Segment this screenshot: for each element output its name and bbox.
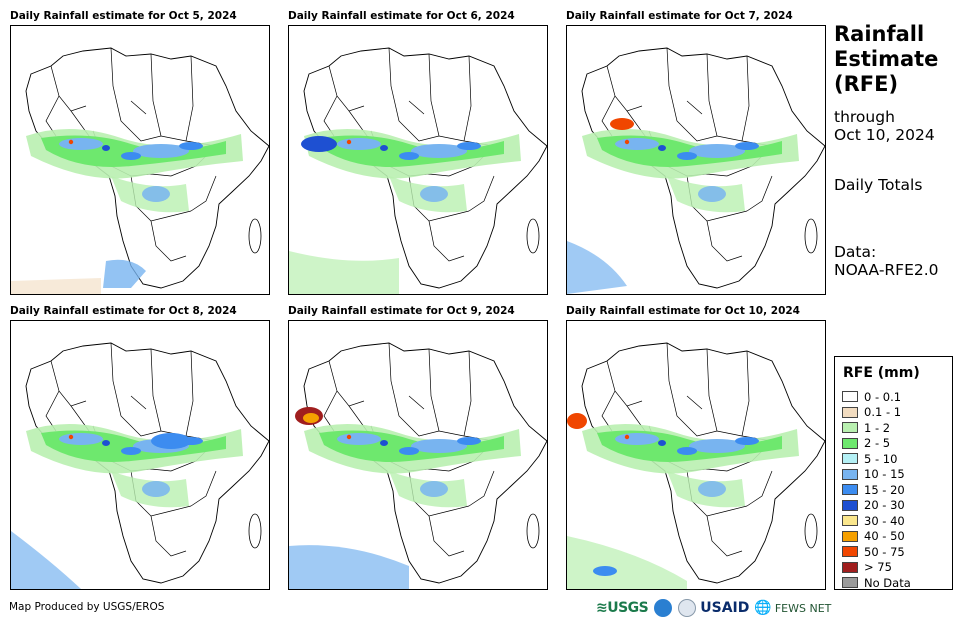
panel-title: Daily Rainfall estimate for Oct 10, 2024: [566, 305, 800, 317]
rainfall-map: [288, 320, 548, 590]
legend-swatch: [842, 484, 858, 496]
legend-label: 50 - 75: [864, 544, 905, 559]
legend-item: 15 - 20: [842, 482, 911, 498]
legend-swatch: [842, 499, 858, 511]
panel-title: Daily Rainfall estimate for Oct 7, 2024: [566, 10, 793, 22]
africa-map: [289, 47, 547, 294]
legend-label: > 75: [864, 560, 892, 575]
noaa-seal-icon: [654, 599, 673, 617]
legend-item: 0.1 - 1: [842, 405, 911, 421]
daily-totals-label: Daily Totals: [834, 176, 923, 194]
sidebar-title-line2: Estimate: [834, 47, 939, 71]
legend-item: 1 - 2: [842, 420, 911, 436]
legend-swatch: [842, 453, 858, 465]
through-label: through: [834, 108, 895, 126]
sidebar-title-line3: (RFE): [834, 72, 899, 96]
map-credit: Map Produced by USGS/EROS: [9, 601, 165, 613]
legend-item: 40 - 50: [842, 529, 911, 545]
legend-label: 10 - 15: [864, 467, 905, 482]
rainfall-map: [566, 25, 826, 295]
sidebar-title-line1: Rainfall: [834, 22, 925, 46]
legend-label: 1 - 2: [864, 420, 891, 435]
legend-title: RFE (mm): [843, 365, 920, 381]
africa-map: [11, 342, 269, 589]
legend-item: 10 - 15: [842, 467, 911, 483]
africa-map: [567, 342, 825, 589]
legend-swatch: [842, 530, 858, 542]
legend-label: 2 - 5: [864, 436, 891, 451]
legend-label: 5 - 10: [864, 451, 898, 466]
legend-swatch: [842, 468, 858, 480]
rainfall-map: [10, 25, 270, 295]
legend-label: No Data: [864, 575, 911, 590]
fews-net-logo: FEWS NET: [774, 601, 832, 615]
legend-swatch: [842, 546, 858, 558]
legend-label: 40 - 50: [864, 529, 905, 544]
usaid-seal-icon: [678, 599, 697, 617]
data-source: NOAA-RFE2.0: [834, 261, 939, 279]
data-label: Data:: [834, 243, 877, 261]
rainfall-map: [288, 25, 548, 295]
legend-label: 30 - 40: [864, 513, 905, 528]
legend-swatch: [842, 406, 858, 418]
panel-title: Daily Rainfall estimate for Oct 6, 2024: [288, 10, 515, 22]
agency-logos: ≋USGS USAID 🌐 FEWS NET: [596, 596, 831, 620]
usaid-logo: USAID: [700, 600, 750, 616]
legend-item: No Data: [842, 575, 911, 591]
legend-swatch: [842, 515, 858, 527]
rainfall-map: [10, 320, 270, 590]
legend-item: 2 - 5: [842, 436, 911, 452]
legend-item: 5 - 10: [842, 451, 911, 467]
africa-map: [567, 47, 825, 294]
legend-item: 0 - 0.1: [842, 389, 911, 405]
legend-swatch: [842, 422, 858, 434]
panel-title: Daily Rainfall estimate for Oct 9, 2024: [288, 305, 515, 317]
legend-label: 15 - 20: [864, 482, 905, 497]
usgs-logo: ≋USGS: [596, 600, 649, 616]
through-date: Oct 10, 2024: [834, 126, 935, 144]
legend-item: 50 - 75: [842, 544, 911, 560]
sidebar-title: Rainfall Estimate (RFE): [834, 22, 964, 97]
legend-swatch: [842, 437, 858, 449]
legend-label: 0 - 0.1: [864, 389, 902, 404]
legend-swatch: [842, 561, 858, 573]
legend-swatch: [842, 577, 858, 589]
africa-map: [289, 342, 547, 589]
rainfall-map: [566, 320, 826, 590]
legend-label: 20 - 30: [864, 498, 905, 513]
legend-item: > 75: [842, 560, 911, 576]
legend-label: 0.1 - 1: [864, 405, 902, 420]
legend-item: 30 - 40: [842, 513, 911, 529]
fews-globe-icon: 🌐: [754, 600, 772, 616]
panel-title: Daily Rainfall estimate for Oct 5, 2024: [10, 10, 237, 22]
africa-map: [11, 47, 269, 294]
legend-item: 20 - 30: [842, 498, 911, 514]
legend-swatch: [842, 391, 858, 403]
panel-title: Daily Rainfall estimate for Oct 8, 2024: [10, 305, 237, 317]
